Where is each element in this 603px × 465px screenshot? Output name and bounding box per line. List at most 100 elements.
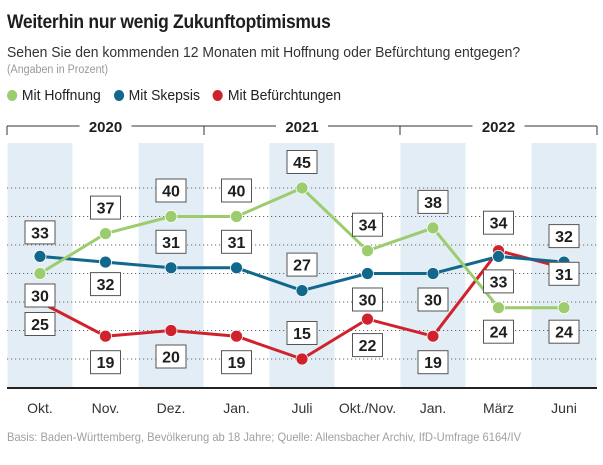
- data-label-box: [90, 272, 121, 297]
- legend-item-befuerchtungen: Mit Befürchtungen: [212, 87, 342, 104]
- shaded-column: [400, 143, 466, 388]
- legend-marker-hoffnung: [7, 90, 18, 101]
- data-label: 30: [31, 289, 49, 306]
- chart-subtitle: Sehen Sie den kommenden 12 Monaten mit H…: [7, 44, 521, 61]
- data-label: 31: [555, 267, 573, 284]
- data-label: 19: [228, 355, 246, 372]
- legend-item-skepsis: Mit Skepsis: [113, 87, 200, 104]
- chart-title: Weiterhin nur wenig Zukunftoptimismus: [7, 12, 331, 33]
- data-point: [230, 261, 243, 275]
- data-label-box: [548, 224, 580, 249]
- data-point: [99, 227, 112, 241]
- data-label: 19: [97, 355, 115, 372]
- legend-label-hoffnung: Mit Hoffnung: [21, 87, 101, 104]
- data-label-box: [24, 283, 56, 308]
- x-tick-label: Okt./Nov.: [339, 400, 396, 416]
- x-tick-label: Jan.: [420, 400, 446, 416]
- data-point: [33, 249, 47, 263]
- x-tick-label: Juni: [551, 400, 577, 416]
- source-footer: Basis: Baden-Württemberg, Bevölkerung ab…: [7, 430, 522, 444]
- data-label-box: [417, 287, 449, 312]
- data-label-box: [286, 252, 318, 277]
- year-label: 2020: [89, 119, 122, 136]
- data-point: [361, 312, 374, 326]
- data-point: [492, 249, 505, 263]
- data-label-box: [286, 150, 318, 174]
- data-point: [295, 352, 309, 366]
- data-label: 24: [490, 325, 508, 342]
- shaded-column: [7, 143, 73, 388]
- data-label: 24: [555, 325, 573, 342]
- data-label-box: [483, 319, 514, 344]
- data-label: 19: [424, 355, 442, 372]
- data-label: 27: [293, 258, 311, 275]
- data-label: 34: [490, 216, 508, 233]
- data-point: [361, 267, 374, 280]
- data-label-box: [221, 350, 252, 375]
- data-point: [230, 210, 243, 223]
- data-label-box: [548, 261, 580, 286]
- data-label: 15: [293, 326, 311, 343]
- data-label-box: [155, 229, 187, 254]
- data-label: 32: [97, 277, 115, 294]
- data-point: [164, 210, 178, 223]
- year-label-bg: [79, 117, 132, 135]
- data-label: 40: [228, 184, 246, 201]
- data-point: [164, 261, 178, 275]
- data-label-box: [155, 178, 187, 203]
- data-point: [361, 244, 374, 258]
- legend-label-befuerchtungen: Mit Befürchtungen: [227, 87, 342, 104]
- data-label-box: [352, 287, 383, 312]
- data-label: 30: [359, 293, 377, 310]
- data-label: 25: [31, 317, 49, 334]
- data-label-box: [24, 220, 56, 245]
- data-label-box: [221, 229, 252, 254]
- x-tick-label: Okt.: [27, 400, 53, 416]
- data-label-box: [221, 178, 252, 203]
- x-tick-label: Jan.: [223, 400, 249, 416]
- data-label: 33: [490, 274, 508, 291]
- data-point: [492, 301, 505, 315]
- data-label: 30: [424, 293, 442, 310]
- legend-label-skepsis: Mit Skepsis: [128, 87, 200, 104]
- x-tick-label: März: [483, 400, 514, 416]
- data-label-box: [155, 344, 187, 369]
- x-tick-label: Nov.: [92, 400, 120, 416]
- unit-note: (Angaben in Prozent): [7, 64, 109, 76]
- data-label-box: [483, 269, 514, 294]
- data-label: 40: [162, 184, 180, 201]
- data-label: 32: [555, 229, 573, 246]
- data-label-box: [548, 319, 580, 344]
- data-label-box: [286, 321, 318, 345]
- year-label-bg: [472, 117, 525, 135]
- data-label-box: [352, 212, 383, 237]
- data-label: 31: [162, 235, 180, 252]
- data-point: [426, 221, 440, 235]
- legend: Mit Hoffnung Mit Skepsis Mit Befürchtung…: [7, 87, 341, 104]
- data-label: 22: [359, 338, 377, 355]
- data-label: 37: [97, 201, 115, 218]
- data-point: [99, 329, 112, 343]
- data-point: [33, 267, 47, 280]
- data-point: [426, 267, 440, 280]
- data-label-box: [24, 312, 56, 336]
- legend-item-hoffnung: Mit Hoffnung: [7, 87, 101, 104]
- data-point: [99, 255, 112, 269]
- year-label: 2021: [285, 119, 318, 136]
- data-label-box: [417, 350, 449, 375]
- data-label-box: [483, 210, 514, 235]
- year-label-bg: [276, 117, 328, 135]
- data-point: [557, 301, 571, 315]
- year-label: 2022: [482, 119, 515, 136]
- data-label: 45: [293, 155, 311, 172]
- data-label-box: [90, 195, 121, 220]
- data-label-box: [352, 333, 383, 358]
- data-point: [295, 284, 309, 298]
- data-label: 34: [359, 218, 377, 235]
- x-tick-label: Juli: [291, 400, 312, 416]
- legend-marker-befuerchtungen: [212, 90, 224, 101]
- data-label: 38: [424, 195, 442, 212]
- data-point: [426, 329, 440, 343]
- data-label-box: [417, 189, 449, 214]
